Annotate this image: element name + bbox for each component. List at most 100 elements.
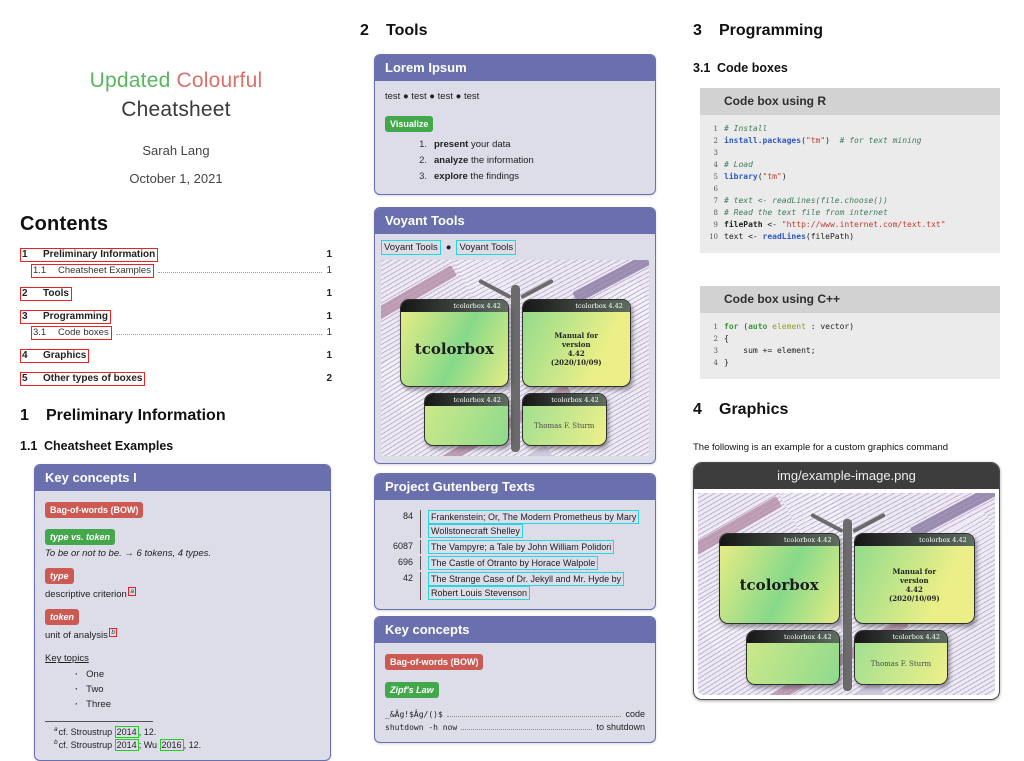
tcolorbox-small-left: tcolorbox 4.42 (423, 393, 509, 447)
gutenberg-id: 6087 (392, 541, 413, 551)
toc-link[interactable]: 1.1 Cheatsheet Examples (31, 264, 154, 278)
author-name: Sarah Lang (142, 143, 210, 158)
voyant-tools-box: Voyant Tools Voyant Tools ● Voyant Tools t… (374, 207, 656, 464)
definition-row: _&Âg!$Âg/()$ code (385, 709, 645, 719)
toc-entry: 3 Programming 1 (20, 310, 332, 324)
toc-entry: 5 Other types of boxes 2 (20, 372, 332, 386)
tcolorbox-label: tcolorbox (414, 340, 494, 359)
footnote-a: acf. Stroustrup 2014, 12. (54, 726, 157, 739)
tcolorbox-small-right: tcolorbox 4.42 Thomas F. Sturm (521, 393, 607, 447)
toc-page-number: 1 (326, 288, 332, 299)
voyant-tools-link[interactable]: Voyant Tools (381, 240, 441, 255)
tcolorbox-header: tcolorbox 4.42 (854, 631, 947, 644)
title-word-cheatsheet: Cheatsheet (121, 98, 231, 121)
box-title: Lorem Ipsum (375, 55, 655, 81)
tcolorbox-header: tcolorbox 4.42 (719, 534, 839, 547)
code-line: 4 # Load (713, 160, 753, 169)
citation-link[interactable]: 2016 (159, 739, 184, 752)
toc-dotted-leader (157, 272, 323, 273)
gutenberg-title-link[interactable]: The Castle of Otranto by Horace Walpole (428, 556, 599, 570)
list-item: 3. explore the findings (419, 171, 520, 182)
gutenberg-item: 6087 The Vampyre; a Tale by John William… (383, 540, 647, 554)
toc-dotted-leader (115, 334, 323, 335)
topic-item: One (75, 669, 320, 680)
subsection-heading-cheatsheet-examples: 1.1 Cheatsheet Examples (20, 439, 174, 453)
toc-link[interactable]: 3 Programming (20, 310, 112, 324)
table-of-contents: 1 Preliminary Information 1 1.1 Cheatsheet… (20, 248, 332, 386)
tcolorbox-header: tcolorbox 4.42 (424, 394, 508, 407)
tcolorbox-label: tcolorbox (739, 575, 819, 594)
code-line: 3 (713, 149, 718, 157)
visualize-badge: Visualize (385, 116, 434, 132)
column-1: Updated Colourful Cheatsheet Sarah Lang … (20, 0, 332, 761)
code-line: 6 (713, 185, 718, 193)
footnote-ref-b[interactable]: b (108, 628, 118, 638)
toc-page-number: 1 (326, 265, 332, 276)
voyant-tools-link[interactable]: Voyant Tools (456, 240, 517, 255)
gutenberg-title-link[interactable]: The Strange Case of Dr. Jekyll and Mr. H… (428, 572, 625, 600)
dotted-leader (446, 716, 622, 717)
box-title: Project Gutenberg Texts (375, 474, 655, 500)
tcolorbox-big-right: tcolorbox 4.42 Manual for version 4.42 (… (853, 533, 975, 625)
footnote-b: bcf. Stroustrup 2014; Wu 2016, 12. (54, 739, 202, 752)
token-definition: unit of analysis b (45, 628, 320, 641)
code-line: 1 # Install (713, 124, 768, 133)
code-box-r: Code box using R 1 # Install 2 install.pac… (700, 88, 1000, 253)
footnote-ref-a[interactable]: a (127, 587, 137, 596)
citation-link[interactable]: 2014 (114, 739, 139, 752)
code-box-title: Code box using C++ (700, 286, 1000, 313)
type-vs-token-badge: type vs. token (45, 529, 116, 545)
code-line: 9 filePath <- "http://www.internet.com/te… (713, 220, 946, 229)
footnote-rule (45, 721, 153, 723)
title-word-updated: Updated (89, 69, 171, 92)
bag-of-words-badge: Bag-of-words (BOW) (385, 654, 484, 670)
box-title: Voyant Tools (375, 208, 655, 234)
toc-link[interactable]: 2 Tools (20, 287, 72, 301)
box-title: Key concepts (375, 617, 655, 643)
code-box-cpp: Code box using C++ 1 for (auto element : … (700, 286, 1000, 379)
code-line: 7 # text <- readLines(file.choose()) (713, 196, 888, 205)
code-line: 1 for (auto element : vector) (713, 322, 855, 331)
gutenberg-title-link[interactable]: Frankenstein; Or, The Modern Prometheus … (428, 510, 640, 538)
toc-entry: 3.1 Code boxes 1 (20, 326, 332, 340)
tcolorbox-small-left: tcolorbox 4.42 (745, 630, 840, 685)
toc-page-number: 1 (326, 311, 332, 322)
tcolorbox-big-right: tcolorbox 4.42 Manual for version 4.42 (… (521, 299, 631, 388)
zipfs-law-badge: Zipf's Law (385, 682, 439, 698)
section-heading-programming: 3 Programming (693, 22, 824, 39)
toc-link[interactable]: 5 Other types of boxes (20, 372, 146, 386)
subsection-heading-code-boxes: 3.1 Code boxes (693, 61, 788, 75)
toc-entry: 1.1 Cheatsheet Examples 1 (20, 264, 332, 278)
author-label: Thomas F. Sturm (870, 659, 932, 668)
gutenberg-id: 42 (402, 573, 413, 583)
tcolorbox-header: tcolorbox 4.42 (746, 631, 839, 644)
type-vs-token-example: To be or not to be. → 6 tokens, 4 types. (45, 548, 211, 559)
gutenberg-item: 42 The Strange Case of Dr. Jekyll and Mr… (383, 572, 647, 600)
code-line: 4} (713, 358, 729, 367)
image-filename-title: img/example-image.png (694, 463, 999, 489)
gutenberg-title-link[interactable]: The Vampyre; a Tale by John William Poli… (428, 540, 615, 554)
citation-link[interactable]: 2014 (114, 726, 139, 739)
column-3: 3 Programming 3.1 Code boxes Code box us… (693, 0, 1000, 700)
contents-heading: Contents (20, 213, 109, 235)
toc-entry: 1 Preliminary Information 1 (20, 248, 332, 262)
tcolorbox-big-left: tcolorbox 4.42 tcolorbox (718, 533, 840, 625)
toc-link[interactable]: 3.1 Code boxes (31, 326, 112, 340)
key-concepts-box: Key concepts Bag-of-words (BOW) Zipf's L… (374, 616, 656, 743)
tree-trunk (511, 285, 520, 453)
toc-link[interactable]: 4 Graphics (20, 349, 90, 363)
document-title: Updated Colourful Cheatsheet (20, 66, 332, 124)
example-image: tcolorbox 4.42 tcolorbox tcolorbox 4.42 … (698, 493, 995, 695)
topic-item: Three (75, 699, 320, 710)
gutenberg-id: 696 (397, 557, 413, 567)
author-label: Thomas F. Sturm (534, 421, 595, 430)
code-line: 5 library("tm") (713, 172, 787, 181)
type-badge: type (45, 568, 74, 584)
toc-page-number: 1 (326, 249, 332, 260)
section-heading-graphics: 4 Graphics (693, 401, 789, 418)
code-line: 2 install.packages("tm") # for text minin… (713, 136, 922, 145)
voyant-links-line: Voyant Tools ● Voyant Tools (381, 240, 649, 255)
toc-link[interactable]: 1 Preliminary Information (20, 248, 159, 262)
lorem-ipsum-box: Lorem Ipsum test ● test ● test ● test Vi… (374, 54, 656, 195)
toc-entry: 4 Graphics 1 (20, 349, 332, 363)
